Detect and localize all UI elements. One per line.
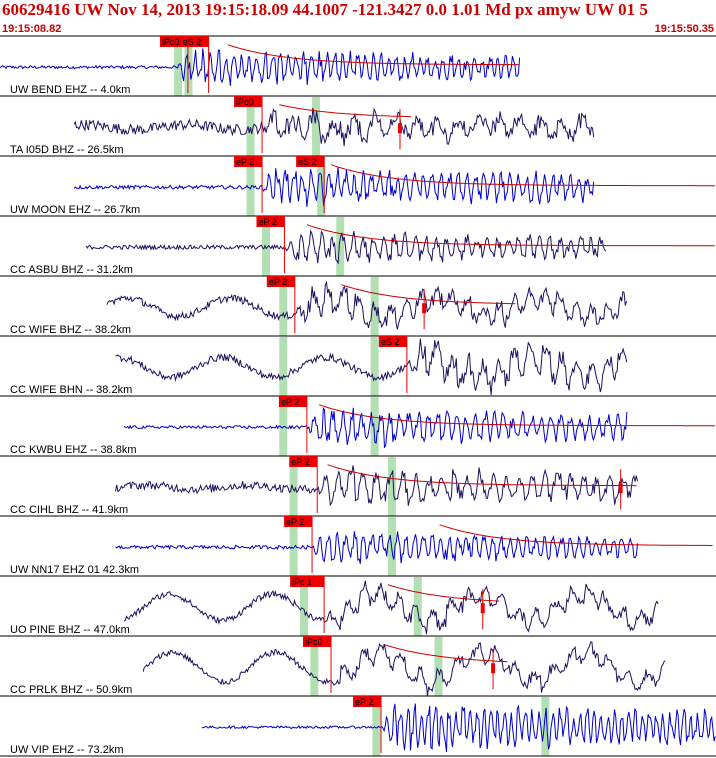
- pick-label: eP 2: [269, 277, 287, 287]
- pick-label: iPc 1: [292, 577, 312, 587]
- window-band: [387, 457, 396, 516]
- pick-flag: [278, 396, 307, 407]
- coda-curve: [306, 224, 715, 247]
- amplitude-marker-tick: [397, 123, 402, 134]
- pick-flag: [234, 96, 263, 107]
- station-label: TA I05D BHZ -- 26.5km: [10, 144, 124, 156]
- station-label: CC WIFE BHN -- 38.2km: [10, 384, 132, 396]
- coda-curve: [279, 104, 412, 118]
- window-band: [413, 577, 422, 636]
- coda-curve: [387, 584, 499, 602]
- start-time-label: 19:15:08.82: [2, 23, 62, 35]
- waveform-trace: [201, 703, 716, 753]
- waveform-trace: [0, 48, 521, 86]
- pick-label: iPc0: [305, 637, 323, 647]
- waveform-trace: [115, 465, 638, 507]
- station-label: CC KWBU EHZ -- 38.8km: [10, 444, 137, 456]
- waveform-trace: [115, 531, 638, 564]
- waveform-trace: [123, 406, 628, 448]
- pick-flag: [256, 216, 285, 227]
- amplitude-marker-tick: [618, 483, 623, 494]
- pick-flag: [266, 276, 295, 287]
- window-band: [372, 697, 381, 756]
- window-band: [246, 157, 255, 216]
- pick-label: eP 2: [355, 697, 373, 707]
- pick-label: eP 2: [291, 457, 309, 467]
- coda-curve: [227, 44, 519, 66]
- amplitude-marker-tick: [491, 663, 496, 674]
- window-band: [289, 517, 298, 576]
- pick-flag: [353, 696, 382, 707]
- pick-label: eP 2: [236, 157, 254, 167]
- station-label: CC CIHL BHZ -- 41.9km: [10, 504, 128, 516]
- station-label: UW VIP EHZ -- 73.2km: [10, 744, 123, 756]
- waveform-trace: [142, 641, 666, 696]
- waveform-trace: [85, 229, 607, 265]
- window-band: [279, 277, 288, 336]
- coda-curve: [327, 464, 637, 487]
- pick-flag: [159, 36, 188, 47]
- window-band: [370, 337, 379, 396]
- station-label: UO PINE BHZ -- 47.0km: [10, 624, 130, 636]
- pick-label: eS 2: [381, 337, 400, 347]
- pick-flag: [180, 36, 209, 47]
- pick-label: iPc0: [236, 97, 254, 107]
- window-band: [370, 277, 379, 336]
- window-band: [312, 97, 321, 156]
- pick-flag: [290, 576, 325, 587]
- station-label: UW NN17 EHZ 01 42.3km: [10, 564, 139, 576]
- coda-curve: [384, 644, 508, 663]
- station-label: CC WIFE BHZ -- 38.2km: [10, 324, 131, 336]
- waveform-trace: [123, 580, 659, 635]
- window-band: [246, 97, 255, 156]
- window-band: [317, 157, 326, 216]
- window-band: [370, 397, 379, 456]
- window-band: [289, 457, 298, 516]
- pick-flag: [284, 516, 313, 527]
- window-band: [262, 217, 271, 276]
- waveform-trace: [73, 107, 595, 147]
- waveform-trace: [106, 280, 627, 330]
- window-band: [541, 697, 550, 756]
- station-label: UW MOON EHZ -- 26.7km: [10, 204, 140, 216]
- waveform-trace: [73, 166, 595, 207]
- window-band: [336, 217, 345, 276]
- amplitude-marker-tick: [480, 603, 485, 614]
- pick-label: eS 2: [183, 37, 202, 47]
- window-band: [434, 637, 443, 696]
- coda-curve: [341, 284, 516, 305]
- station-label: CC ASBU BHZ -- 31.2km: [10, 264, 133, 276]
- pick-label: eP 2: [258, 217, 276, 227]
- station-label: CC PRLK BHZ -- 50.9km: [10, 684, 132, 696]
- waveform-trace: [115, 338, 628, 396]
- pick-label: eP 2: [281, 397, 299, 407]
- window-band: [310, 637, 319, 696]
- window-band: [279, 337, 288, 396]
- pick-flag: [303, 636, 332, 647]
- pick-label: eP 2: [286, 517, 304, 527]
- pick-flag: [378, 336, 407, 347]
- coda-curve: [330, 164, 715, 187]
- pick-flag: [234, 156, 263, 167]
- pick-label: eS 2: [298, 157, 317, 167]
- window-band: [299, 577, 308, 636]
- coda-curve: [439, 524, 713, 546]
- end-time-label: 19:15:50.35: [654, 23, 714, 35]
- pick-flag: [289, 456, 318, 467]
- event-header: 60629416 UW Nov 14, 2013 19:15:18.09 44.…: [2, 0, 648, 19]
- pick-flag: [296, 156, 325, 167]
- amplitude-marker-tick: [422, 303, 427, 314]
- coda-curve: [318, 404, 715, 427]
- station-label: UW BEND EHZ -- 4.0km: [10, 84, 130, 96]
- pick-label: iPc0: [162, 37, 180, 47]
